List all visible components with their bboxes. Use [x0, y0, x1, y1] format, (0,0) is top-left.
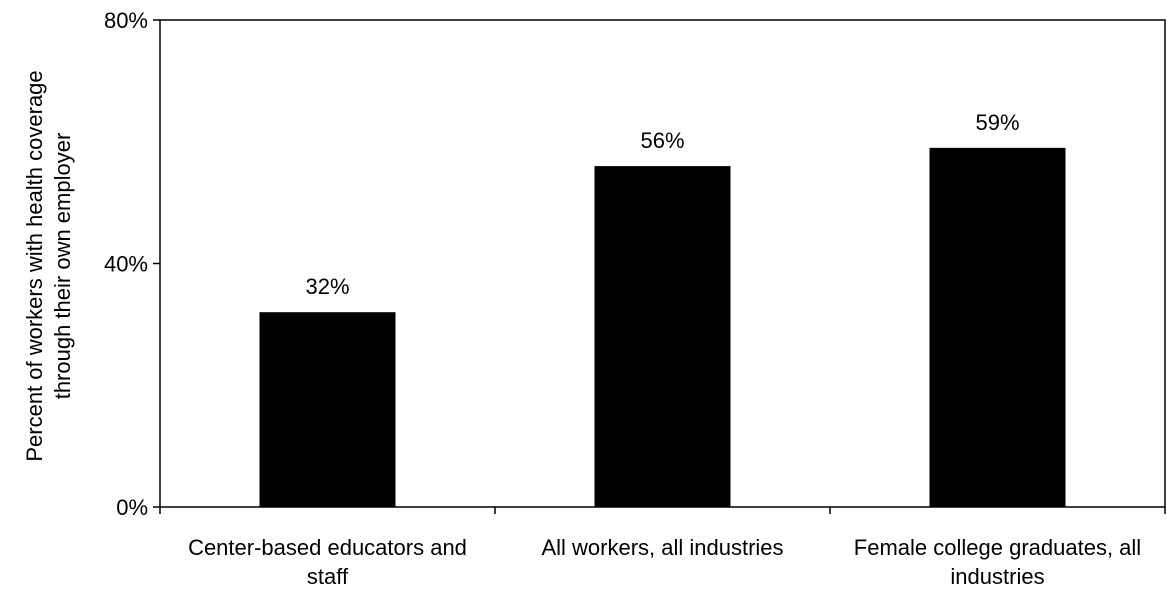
data-label: 59%	[975, 110, 1019, 135]
bar	[594, 166, 731, 507]
data-label: 32%	[305, 274, 349, 299]
category-label: Female college graduates, all industries	[854, 535, 1141, 589]
y-tick-label: 80%	[104, 8, 148, 33]
y-axis-label-line-2: through their own employer	[50, 133, 75, 400]
bar	[929, 147, 1066, 507]
y-tick-label: 40%	[104, 252, 148, 277]
y-tick-label: 0%	[116, 495, 148, 520]
bar	[259, 312, 396, 507]
category-label: Center-based educators and staff	[188, 535, 467, 589]
category-label: All workers, all industries	[541, 535, 783, 560]
data-label: 56%	[640, 128, 684, 153]
y-axis-label-line-1: Percent of workers with health coverage	[22, 70, 47, 461]
